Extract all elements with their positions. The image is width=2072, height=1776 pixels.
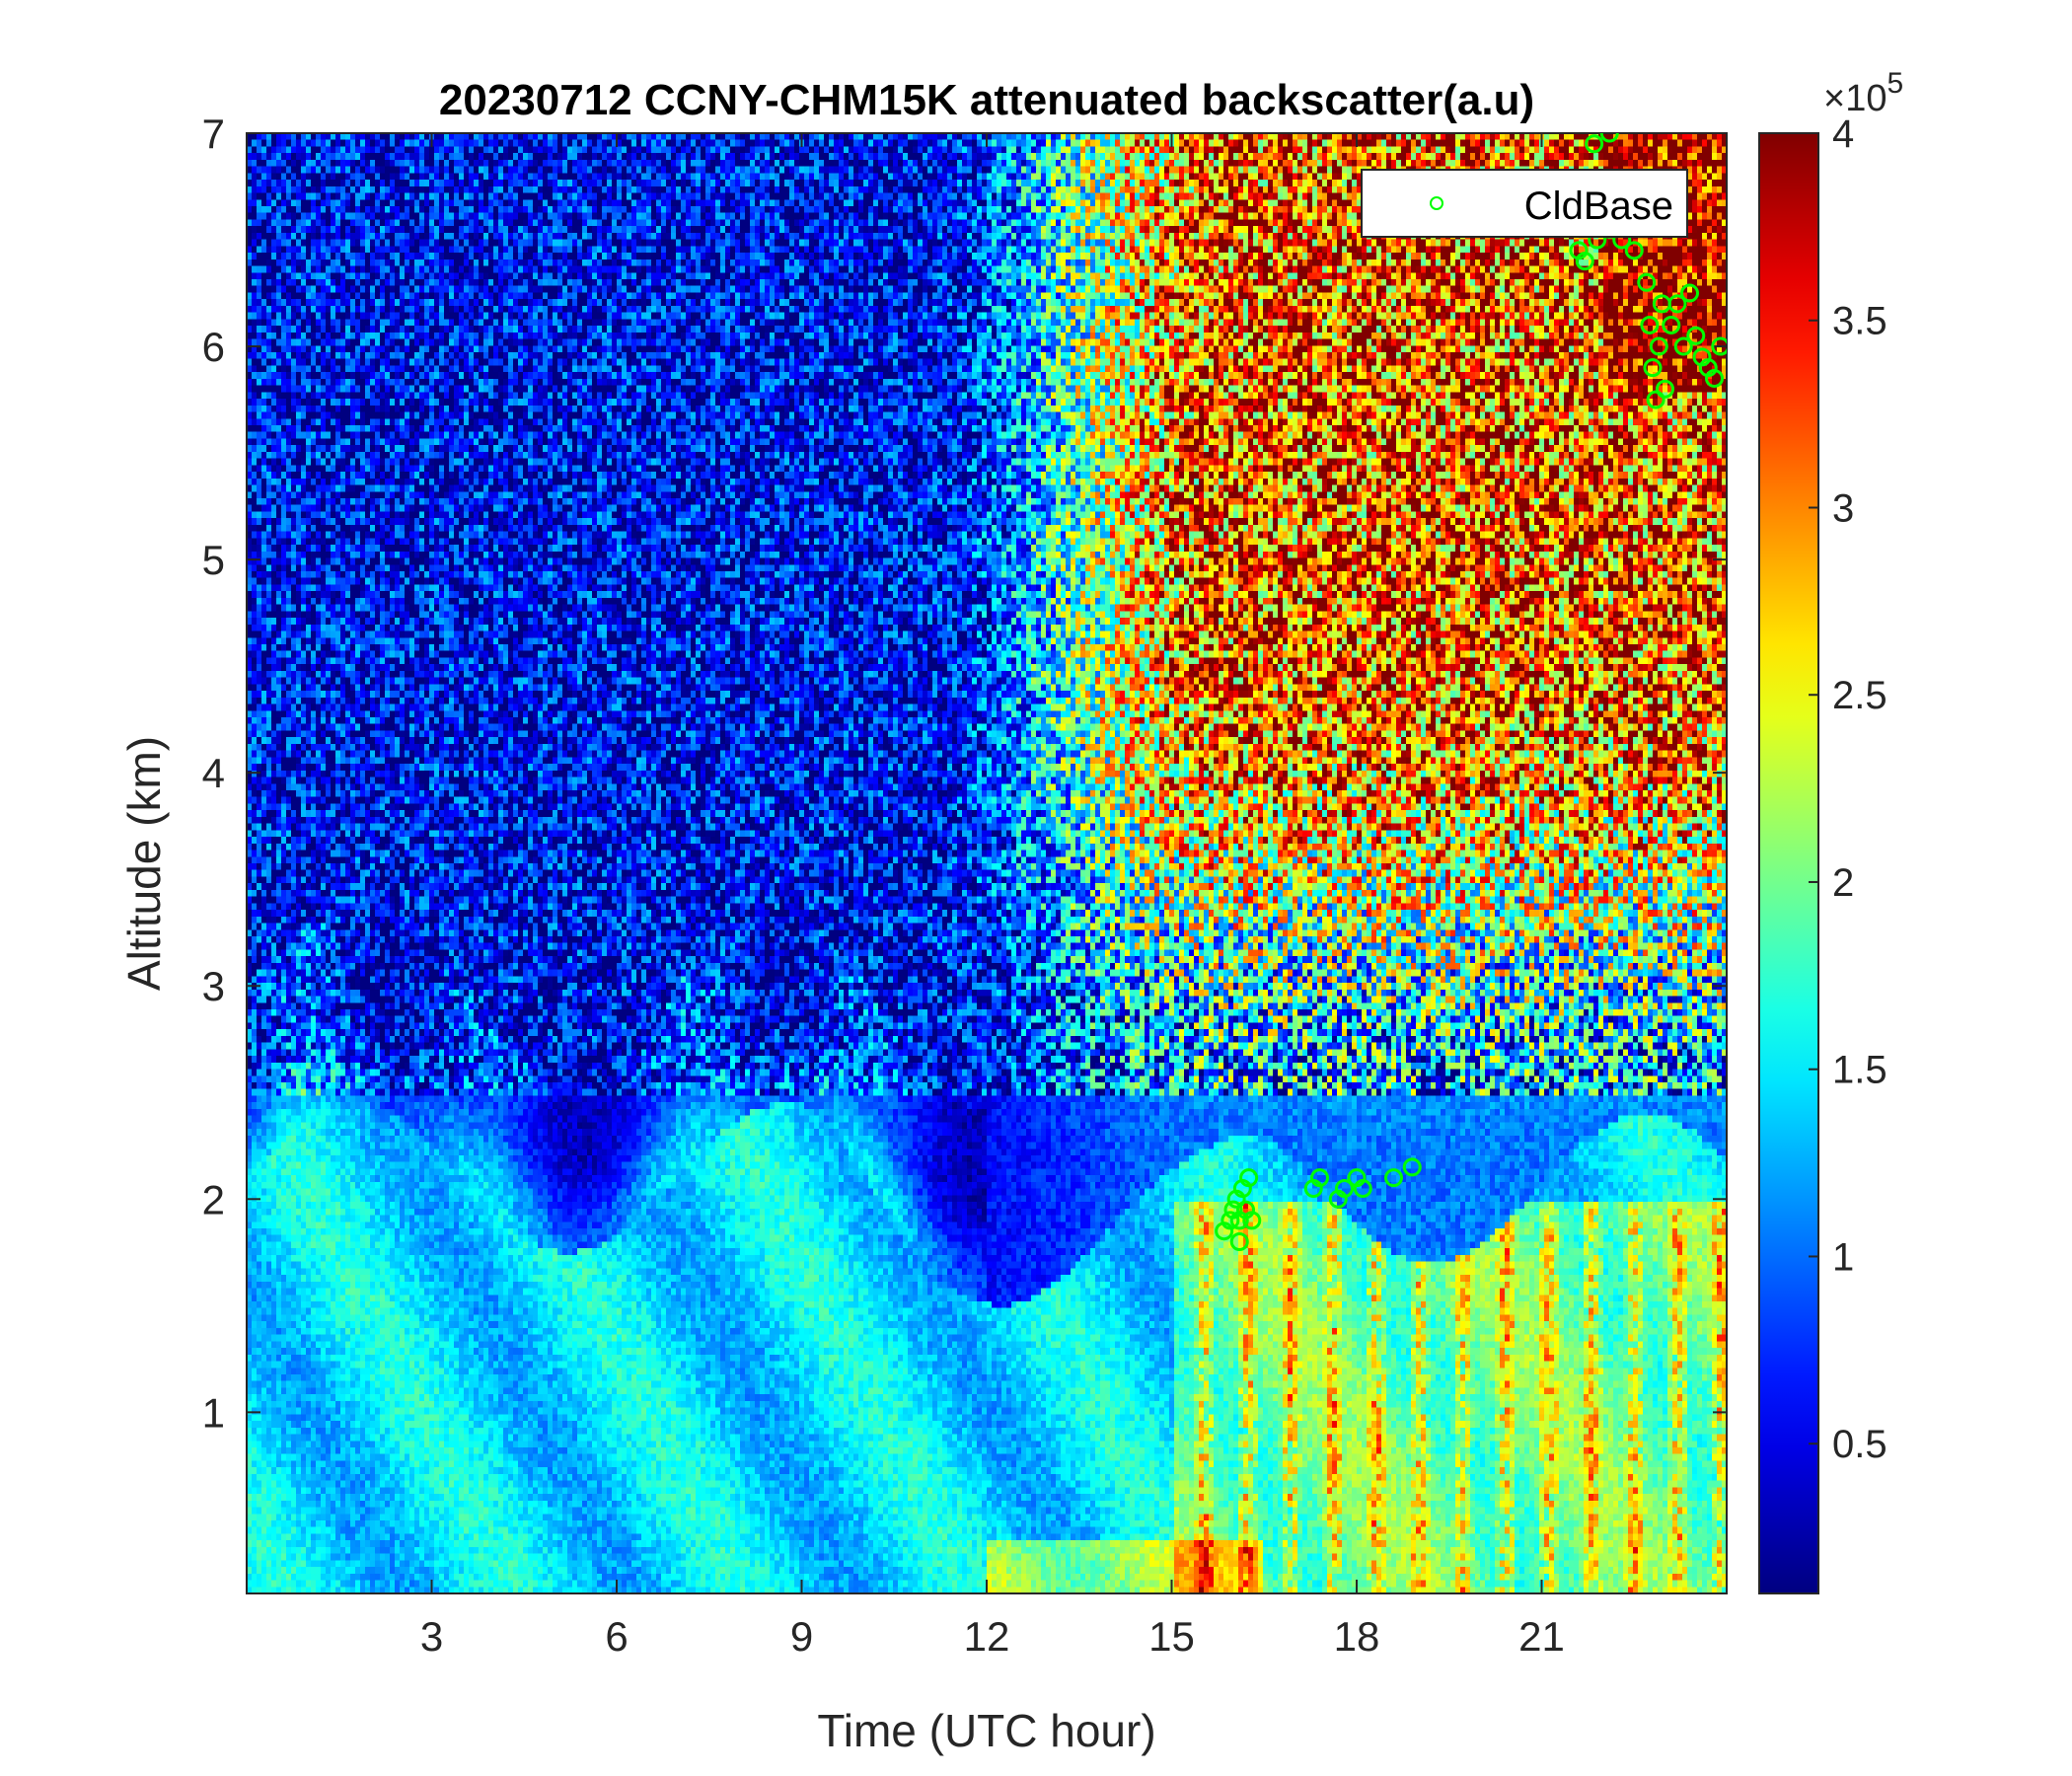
colorbar-tick-label: 4 (1832, 112, 1854, 156)
cldbase-point (1637, 272, 1657, 292)
x-tick-label: 15 (1148, 1613, 1195, 1660)
x-tick-label: 18 (1334, 1613, 1380, 1660)
y-tick-label: 6 (202, 324, 225, 370)
cldbase-point (1667, 294, 1687, 314)
colorbar-exponent-base: ×10 (1823, 78, 1887, 119)
colorbar-tick-label: 1 (1832, 1235, 1854, 1279)
colorbar-tick-label: 2.5 (1832, 674, 1887, 717)
cldbase-point (1242, 1211, 1262, 1230)
cldbase-point (1711, 336, 1727, 356)
cldbase-point (1680, 283, 1699, 303)
cldbase-point (1599, 133, 1619, 143)
cldbase-point (1310, 1168, 1329, 1188)
cldbase-point (1229, 1232, 1249, 1252)
cldbase-point (1646, 390, 1665, 409)
colorbar-tick-label: 3 (1832, 486, 1854, 530)
colorbar-exponent: ×105 (1823, 67, 1903, 119)
x-axis-ticks: 3 6 9 12 15 18 21 (420, 133, 1565, 1660)
cldbase-point (1643, 358, 1663, 378)
x-tick-label: 6 (605, 1613, 628, 1660)
colorbar-exponent-power: 5 (1887, 67, 1903, 100)
colorbar (1758, 132, 1819, 1594)
cldbase-point (1624, 241, 1644, 260)
cldbase-point (1649, 336, 1668, 356)
heatmap-raster (247, 133, 1727, 1593)
cldbase-point (1585, 134, 1604, 154)
legend: CldBase (1361, 169, 1688, 238)
colorbar-tick-label: 0.5 (1832, 1423, 1887, 1466)
colorbar-tick-label: 2 (1832, 861, 1854, 905)
y-axis-label: Altitude (km) (118, 736, 170, 991)
colorbar-tick-label: 1.5 (1832, 1049, 1887, 1092)
x-tick-label: 9 (790, 1613, 813, 1660)
chart-title: 20230712 CCNY-CHM15K attenuated backscat… (439, 76, 1534, 124)
x-tick-label: 3 (420, 1613, 443, 1660)
cldbase-point (1673, 336, 1693, 356)
cldbase-point (1575, 252, 1594, 271)
cldbase-point (1705, 368, 1724, 388)
cldbase-point (1662, 315, 1681, 334)
backscatter-heatmap (247, 133, 1727, 1593)
cldbase-point (1656, 379, 1674, 399)
cldbase-point (1686, 326, 1706, 345)
cldbase-point (1335, 1178, 1354, 1198)
cldbase-point (1384, 1168, 1403, 1188)
y-tick-label: 4 (202, 750, 225, 796)
legend-entry-cldbase: CldBase (1524, 185, 1673, 228)
y-tick-label: 3 (202, 963, 225, 1009)
cldbase-point (1640, 315, 1660, 334)
y-tick-label: 5 (202, 537, 225, 583)
cldbase-point (1221, 1211, 1240, 1230)
y-tick-label: 7 (202, 111, 225, 157)
y-axis-ticks: 1 2 3 4 5 6 7 (202, 111, 1727, 1436)
x-axis-label: Time (UTC hour) (817, 1705, 1155, 1756)
colorbar-ticks: 0.5 1 1.5 2 2.5 3 3.5 4 (1809, 112, 1887, 1466)
cldbase-point (1402, 1157, 1422, 1177)
y-tick-label: 2 (202, 1176, 225, 1222)
legend-box (1361, 169, 1688, 238)
cldbase-point (1353, 1178, 1372, 1198)
cldbase-point (1239, 1168, 1259, 1188)
x-tick-label: 21 (1518, 1613, 1565, 1660)
x-tick-label: 12 (964, 1613, 1010, 1660)
y-tick-label: 1 (202, 1389, 225, 1436)
legend-marker-cldbase (1430, 196, 1443, 210)
colorbar-tick-label: 3.5 (1832, 300, 1887, 343)
